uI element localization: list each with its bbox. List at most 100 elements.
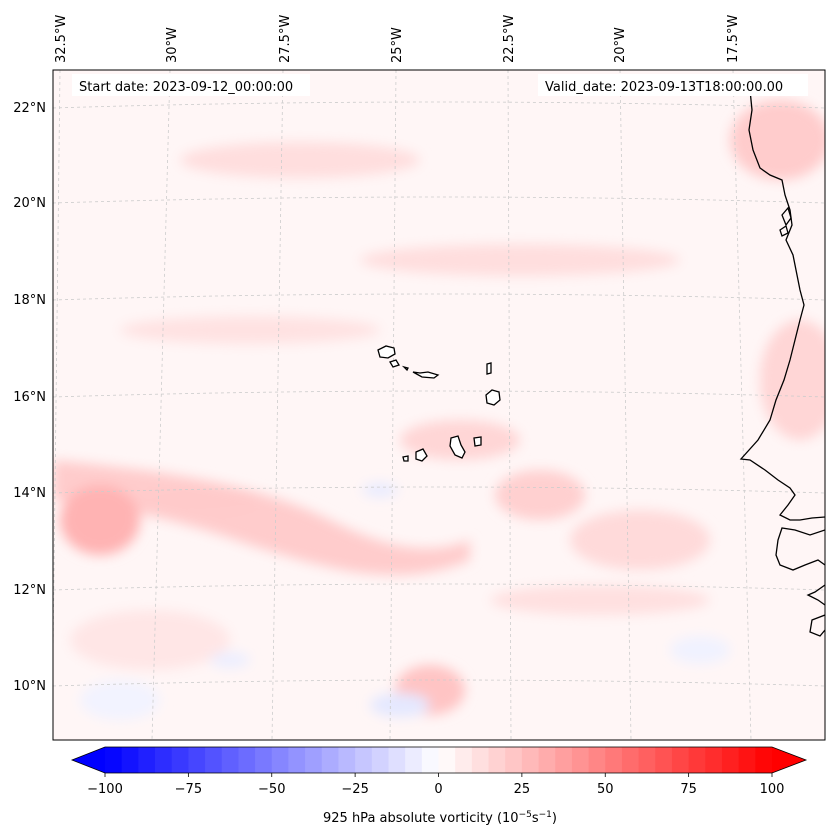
island-maio — [473, 436, 482, 447]
colorbar-tick-label: 25 — [514, 782, 531, 797]
colorbar-segment — [588, 747, 606, 773]
meridian-20w — [619, 70, 632, 740]
africa-coastline-south — [775, 527, 825, 637]
positive-vorticity-blob — [360, 244, 680, 276]
lat-label: 16°N — [13, 390, 46, 405]
colorbar-segment — [655, 747, 673, 773]
western-sahara-islet — [779, 224, 789, 237]
positive-vorticity-blob — [495, 470, 585, 520]
colorbar-tick-label: 0 — [434, 782, 442, 797]
colorbar-segment — [471, 747, 489, 773]
vorticity-field — [53, 100, 825, 720]
island-sal — [486, 362, 492, 375]
colorbar-segment — [738, 747, 756, 773]
positive-vorticity-blob — [760, 320, 825, 440]
positive-vorticity-blob — [490, 585, 710, 615]
lon-label: 30°W — [165, 27, 180, 63]
lon-label: 20°W — [613, 27, 628, 63]
colorbar-label: 925 hPa absolute vorticity (10−5s−1) — [323, 810, 557, 826]
colorbar-segment — [538, 747, 556, 773]
colorbar-segment — [138, 747, 156, 773]
map-panel: Start date: 2023-09-12_00:00:00 Valid_da… — [52, 69, 826, 741]
island-sao-vicente — [389, 359, 400, 368]
colorbar-tick-label: 75 — [680, 782, 697, 797]
colorbar-segment — [338, 747, 356, 773]
positive-vorticity-blob — [180, 142, 420, 178]
lon-label: 25°W — [390, 27, 405, 63]
negative-vorticity-patch — [210, 652, 250, 668]
colorbar-segments — [72, 747, 806, 773]
parallel-10n — [53, 679, 825, 687]
positive-vorticity-band — [53, 460, 470, 576]
colorbar-tick-label: 100 — [760, 782, 785, 797]
western-sahara-islet — [781, 206, 792, 227]
meridian-22.5w — [507, 70, 512, 740]
lat-label: 20°N — [13, 196, 46, 211]
positive-vorticity-blob — [730, 100, 825, 180]
colorbar-segment — [605, 747, 623, 773]
colorbar-segment — [271, 747, 289, 773]
lon-label: 22.5°W — [502, 15, 517, 63]
island-brava — [402, 455, 409, 462]
positive-vorticity-blob — [60, 485, 140, 555]
colorbar-segment — [688, 747, 706, 773]
colorbar-segment — [255, 747, 273, 773]
colorbar-segment — [171, 747, 189, 773]
negative-vorticity-patch — [670, 636, 730, 664]
colorbar-segment — [705, 747, 723, 773]
lon-label: 17.5°W — [726, 15, 741, 63]
colorbar-segment — [388, 747, 406, 773]
colorbar-segment — [521, 747, 539, 773]
colorbar-segment — [321, 747, 339, 773]
negative-vorticity-patch — [370, 693, 430, 717]
island-fogo — [415, 448, 428, 462]
negative-vorticity-patch — [362, 483, 398, 497]
meridian-30w — [151, 70, 171, 740]
parallel-12n — [53, 583, 825, 591]
colorbar-segment — [638, 747, 656, 773]
colorbar-segment — [205, 747, 223, 773]
lat-label: 18°N — [13, 293, 46, 308]
longitude-labels: 32.5°W 30°W 27.5°W 25°W 22.5°W 20°W 17.5… — [54, 15, 741, 63]
colorbar-tick-label: 50 — [597, 782, 614, 797]
colorbar-segment — [238, 747, 256, 773]
colorbar-tick-label: −25 — [341, 782, 368, 797]
island-santo-antao — [377, 345, 396, 359]
valid-date-label: Valid_date: 2023-09-13T18:00:00.00 — [545, 80, 783, 95]
parallel-20n — [53, 196, 825, 204]
colorbar-segment — [755, 747, 773, 773]
colorbar-segment — [288, 747, 306, 773]
parallel-16n — [53, 390, 825, 398]
meridian-25w — [389, 70, 397, 740]
lon-label: 27.5°W — [278, 15, 293, 63]
island-boa-vista — [485, 389, 501, 406]
lat-label: 12°N — [13, 583, 46, 598]
colorbar-segment — [421, 747, 439, 773]
colorbar-segment — [555, 747, 573, 773]
colorbar: −100 −75 −50 −25 0 25 50 75 100 925 hPa absolute… — [70, 746, 808, 826]
colorbar-segment — [721, 747, 740, 773]
colorbar-segment — [671, 747, 690, 773]
lat-label: 14°N — [13, 486, 46, 501]
positive-vorticity-blob — [120, 316, 380, 344]
map-frame — [52, 69, 826, 741]
lat-label: 22°N — [13, 101, 46, 116]
graticule — [53, 70, 825, 740]
colorbar-segment — [455, 747, 473, 773]
coastlines — [739, 89, 825, 637]
colorbar-tick-label: −100 — [87, 782, 123, 797]
colorbar-segment — [438, 747, 456, 773]
lat-label: 10°N — [13, 679, 46, 694]
lon-label: 32.5°W — [54, 15, 69, 63]
colorbar-segment — [221, 747, 239, 773]
parallel-14n — [53, 486, 825, 494]
positive-vorticity-blob — [570, 510, 710, 570]
colorbar-segment — [371, 747, 389, 773]
meridian-17.5w — [732, 70, 752, 740]
colorbar-segment — [571, 747, 589, 773]
island-sao-nicolau — [412, 371, 440, 379]
parallel-22n — [53, 101, 825, 109]
colorbar-segment — [488, 747, 506, 773]
colorbar-segment — [621, 747, 639, 773]
